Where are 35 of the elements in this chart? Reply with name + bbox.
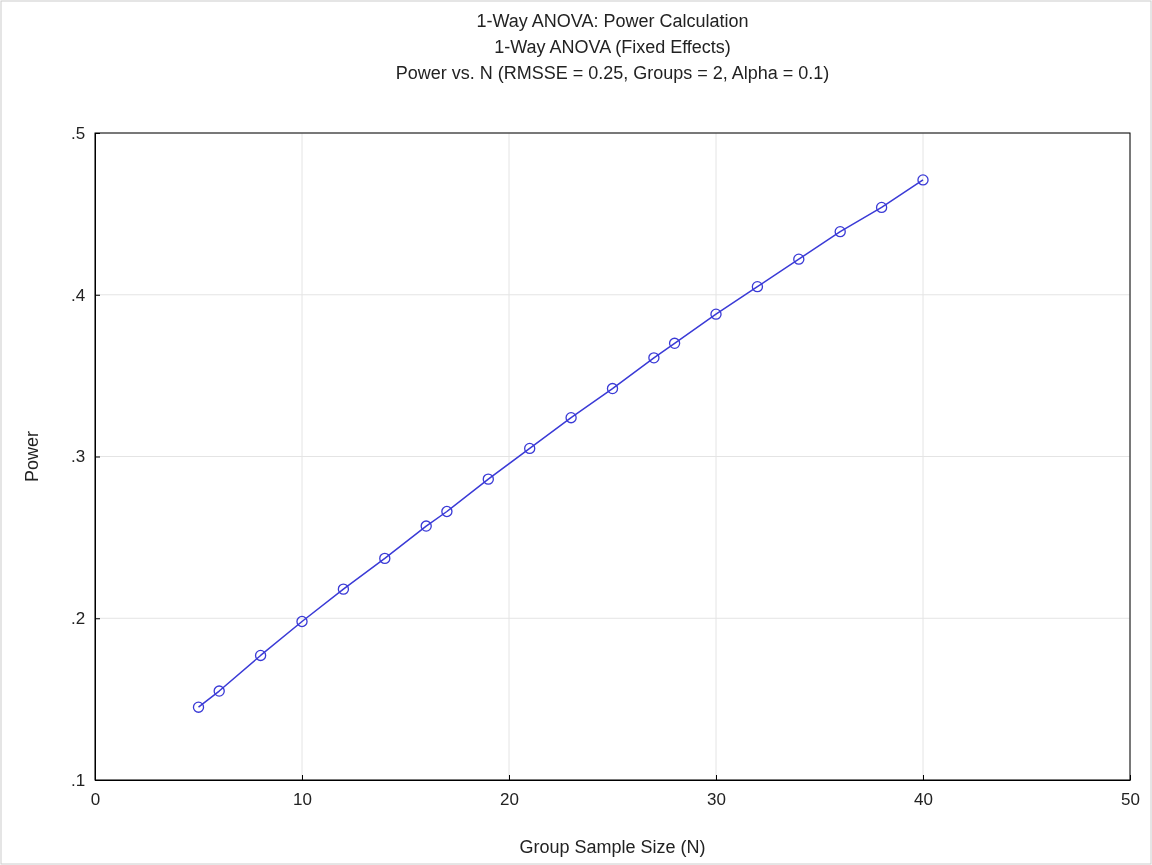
y-axis-title: Power [22, 430, 42, 483]
point [668, 337, 681, 349]
point [213, 685, 225, 697]
point [379, 552, 391, 565]
point [524, 442, 536, 455]
point [606, 382, 619, 395]
x-tick-label: 30 [707, 790, 726, 810]
point [648, 352, 660, 364]
chart-subtitle: 1-Way ANOVA (Fixed Effects) Power vs. N (RMSSE = 0.25, Groups = 2, Alpha = 0.1) [395, 37, 830, 83]
point [834, 225, 846, 238]
point [296, 615, 308, 628]
point [875, 201, 888, 214]
point [254, 649, 267, 662]
x-tick-label: 0 [90, 790, 101, 810]
chart-title: 1-Way ANOVA: Power Calculation [476, 11, 749, 31]
point [793, 253, 805, 265]
point [565, 411, 577, 424]
point [441, 505, 453, 518]
y-tick-label: .5 [71, 123, 86, 143]
x-tick-label: 20 [500, 790, 519, 810]
y-tick-label: .4 [71, 285, 86, 305]
y-tick-label: .2 [71, 609, 86, 629]
point [337, 583, 350, 595]
point [751, 280, 764, 293]
point [710, 308, 722, 320]
point [917, 174, 929, 186]
point [420, 520, 432, 532]
y-tick-label: .1 [71, 770, 86, 790]
point [482, 473, 494, 485]
x-axis-title: Group Sample Size (N) [519, 837, 706, 857]
y-tick-label: .3 [71, 447, 86, 467]
x-tick-label: 50 [1121, 790, 1140, 810]
x-tick-label: 10 [293, 790, 312, 810]
point [192, 701, 205, 713]
x-tick-label: 40 [914, 790, 933, 810]
